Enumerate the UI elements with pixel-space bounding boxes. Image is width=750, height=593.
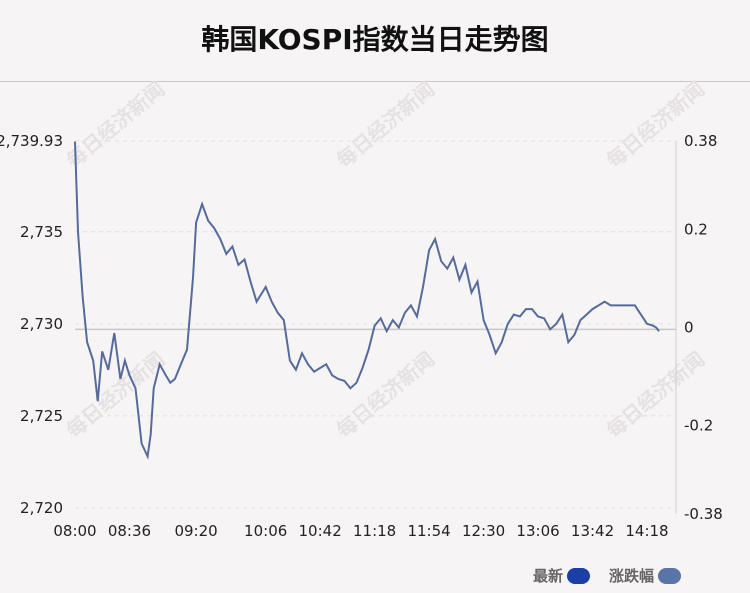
right-tick-label: 0	[684, 319, 694, 337]
watermark-text: 每日经济新闻	[602, 77, 709, 173]
x-tick-label: 14:18	[625, 522, 668, 540]
left-axis-ticks: 2,739.93 2,735 2,730 2,725 2,720	[0, 132, 63, 517]
x-axis-ticks: 08:00 08:36 09:20 10:06 10:42 11:18 11:54 12:30…	[53, 522, 668, 540]
left-tick-label: 2,739.93	[0, 132, 63, 150]
legend-latest-swatch	[567, 567, 591, 584]
title-divider	[0, 81, 750, 82]
right-tick-label: 0.2	[684, 220, 708, 238]
left-tick-label: 2,735	[20, 223, 63, 241]
right-tick-label: -0.2	[684, 417, 713, 435]
x-tick-label: 12:30	[462, 522, 505, 540]
x-tick-label: 08:36	[108, 522, 151, 540]
left-tick-label: 2,730	[20, 315, 63, 333]
legend-change[interactable]: 涨跌幅	[609, 565, 682, 586]
right-tick-label: -0.38	[684, 505, 723, 523]
x-tick-label: 11:18	[353, 522, 396, 540]
legend-latest[interactable]: 最新	[533, 565, 591, 586]
price-line	[74, 141, 660, 460]
x-tick-label: 13:06	[516, 522, 559, 540]
watermark-text: 每日经济新闻	[332, 347, 439, 443]
watermark-text: 每日经济新闻	[332, 77, 439, 173]
watermark-text: 每日经济新闻	[62, 77, 169, 173]
x-tick-label: 10:06	[244, 522, 287, 540]
x-tick-label: 13:42	[571, 522, 614, 540]
chart-title: 韩国KOSPI指数当日走势图	[201, 23, 549, 56]
x-tick-label: 09:20	[174, 522, 217, 540]
left-tick-label: 2,725	[20, 407, 63, 425]
x-tick-label: 08:00	[53, 522, 96, 540]
legend-change-label: 涨跌幅	[609, 567, 655, 585]
right-axis-ticks: 0.38 0.2 0 -0.2 -0.38	[684, 132, 723, 523]
left-tick-label: 2,720	[20, 499, 63, 517]
legend-change-swatch	[658, 567, 682, 584]
x-tick-label: 10:42	[299, 522, 342, 540]
x-tick-label: 11:54	[407, 522, 450, 540]
right-tick-label: 0.38	[684, 132, 717, 150]
legend-latest-label: 最新	[533, 567, 564, 585]
